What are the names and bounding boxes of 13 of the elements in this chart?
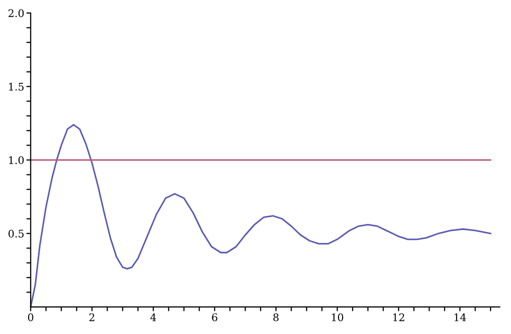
x-tick-label: 4 (150, 313, 156, 322)
x-tick-label: 0 (28, 313, 34, 322)
y-tick-label: 2.0 (8, 9, 24, 18)
x-tick-label: 8 (273, 313, 279, 322)
x-tick-label: 10 (332, 313, 344, 322)
x-tick-label: 14 (454, 313, 466, 322)
y-tick-label: 1.0 (9, 156, 24, 164)
x-tick-label: 6 (212, 313, 218, 322)
y-tick-label: 0.5 (8, 230, 24, 238)
x-tick-label: 12 (393, 313, 404, 322)
y-tick-label: 1.5 (9, 82, 24, 91)
line-series (30, 124, 492, 308)
x-tick-label: 2 (89, 313, 94, 322)
